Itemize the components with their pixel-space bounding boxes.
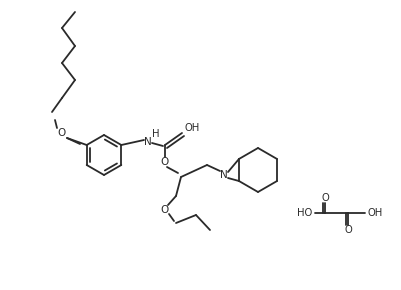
- Text: O: O: [58, 128, 66, 138]
- Text: N: N: [144, 137, 152, 147]
- Text: O: O: [320, 193, 328, 203]
- Text: O: O: [343, 225, 351, 235]
- Text: OH: OH: [367, 208, 382, 218]
- Text: O: O: [160, 205, 169, 215]
- Text: OH: OH: [184, 123, 199, 133]
- Text: N: N: [220, 170, 227, 180]
- Text: O: O: [160, 157, 169, 167]
- Text: HO: HO: [297, 208, 312, 218]
- Text: H: H: [152, 129, 159, 139]
